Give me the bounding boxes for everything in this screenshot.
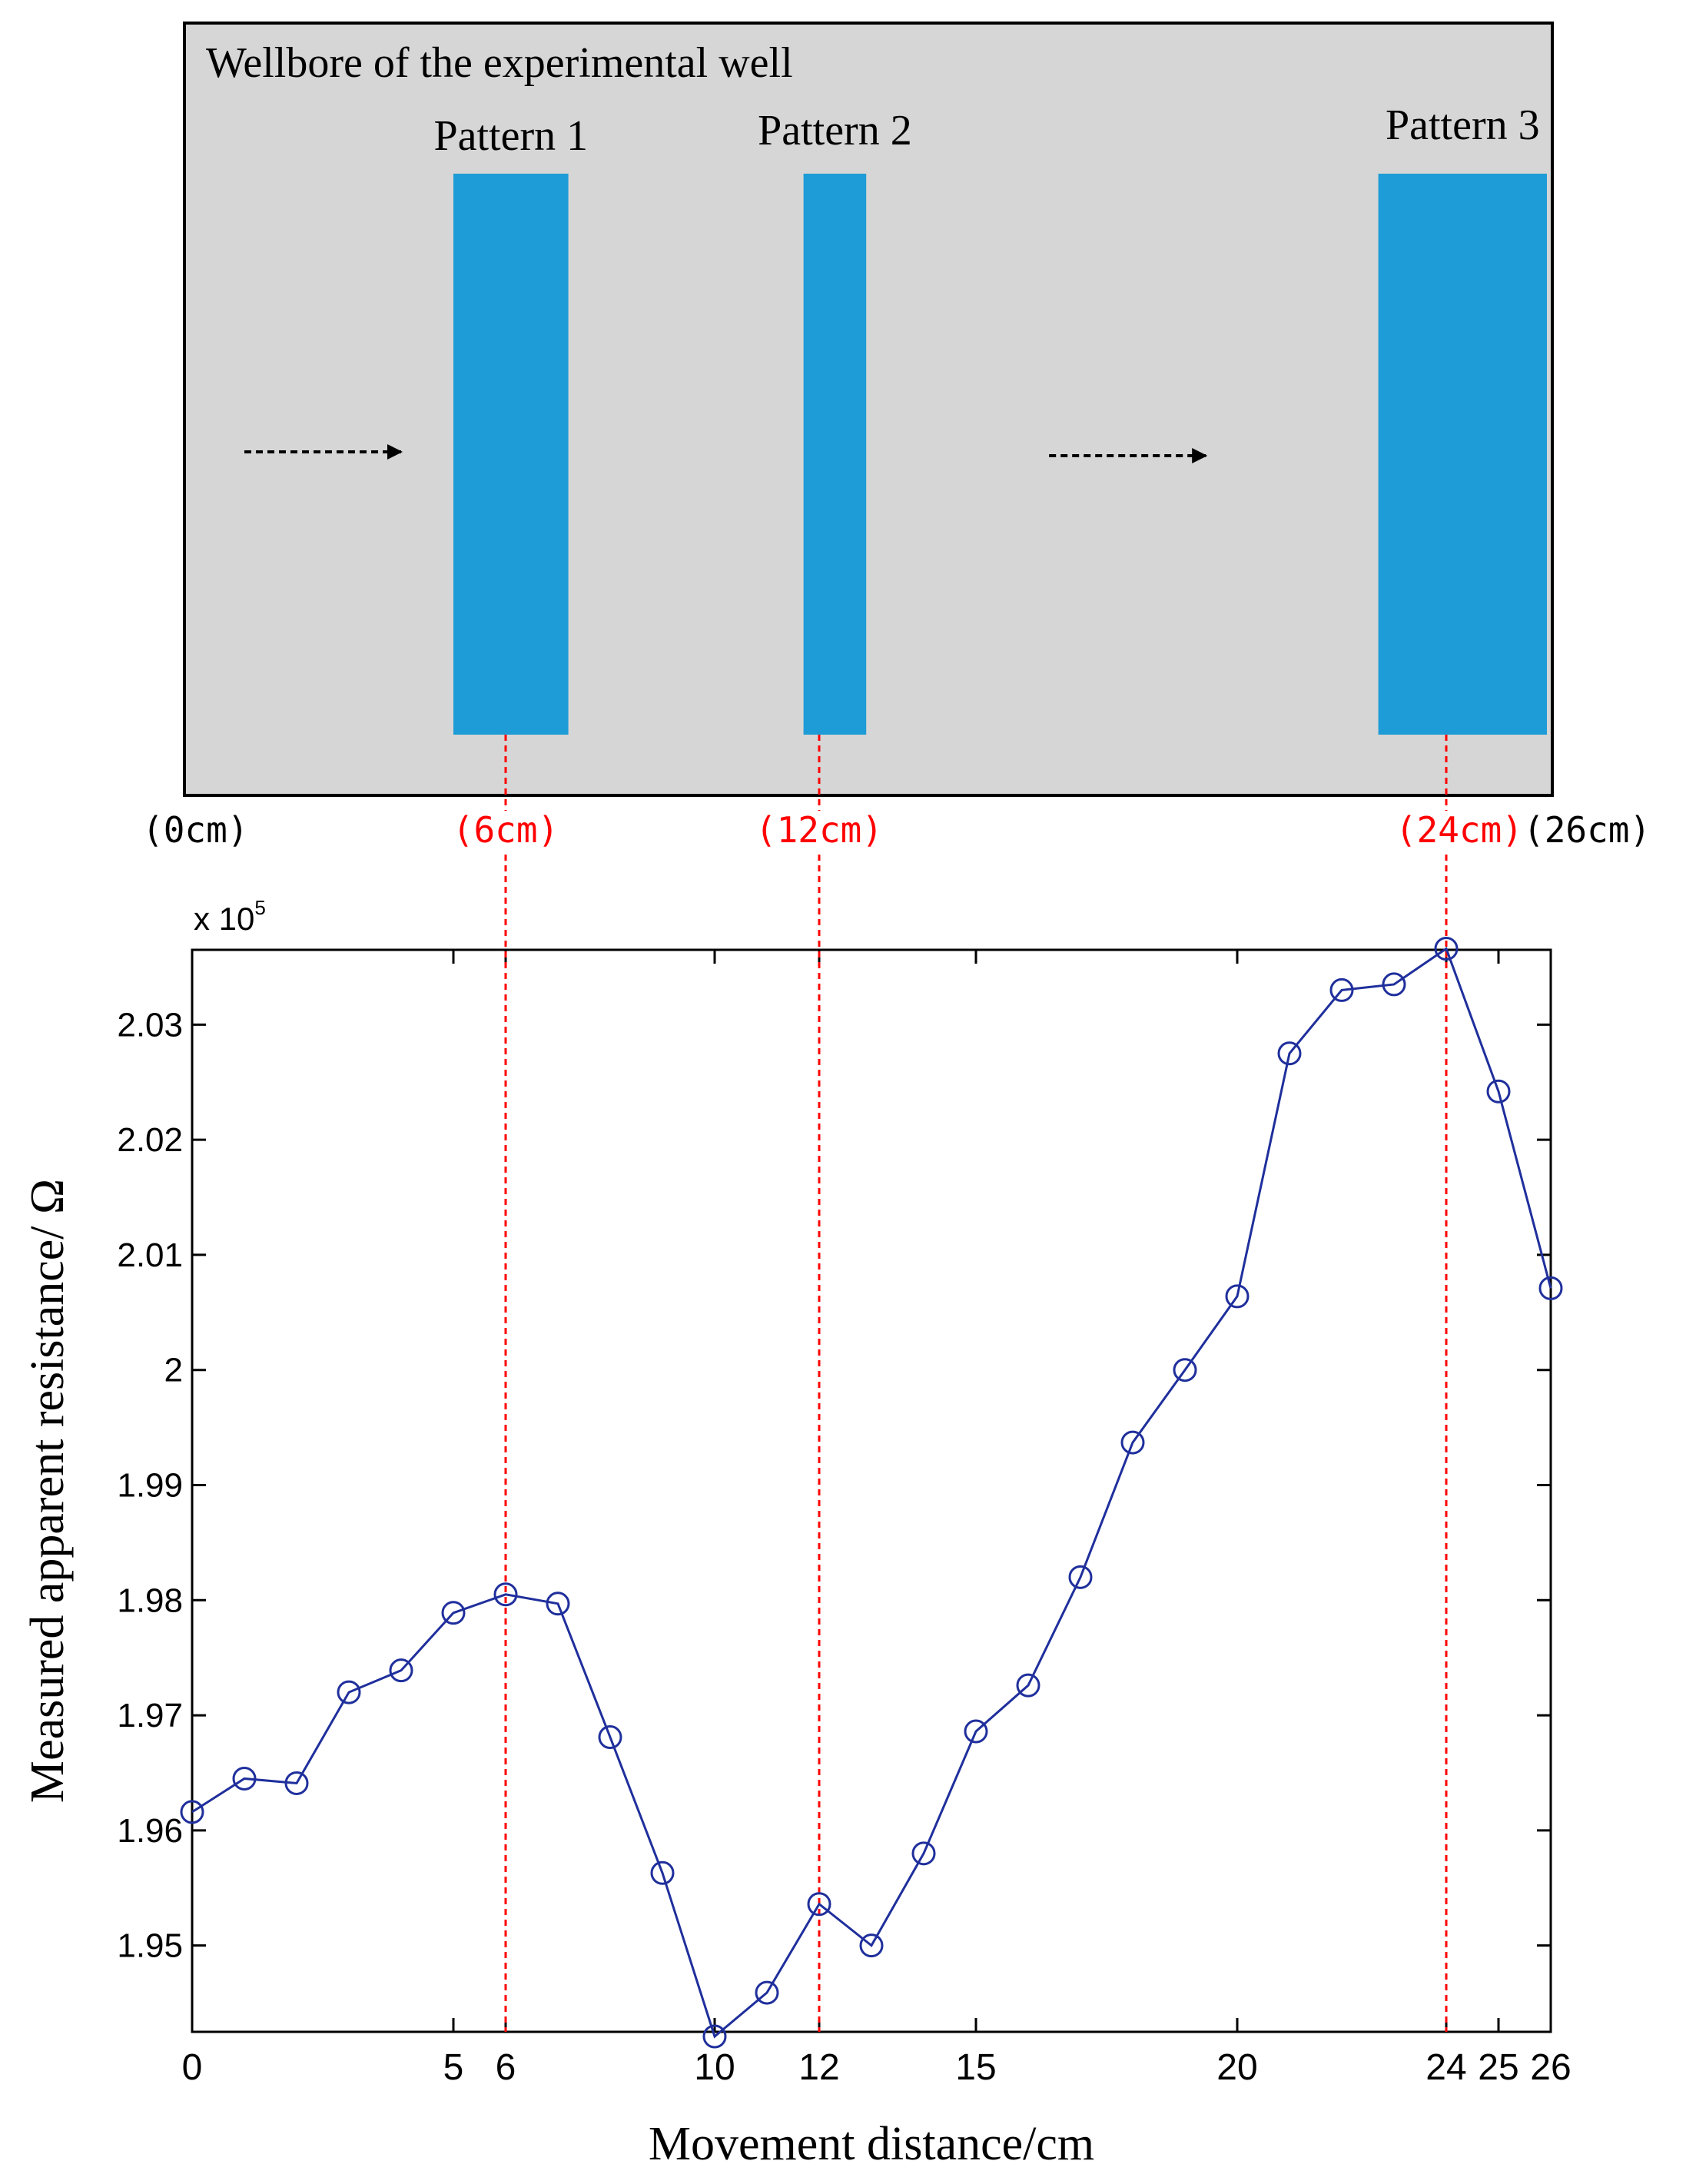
position-label-26cm: (26cm) bbox=[1523, 809, 1651, 851]
y-tick-label: 1.97 bbox=[117, 1697, 183, 1734]
guide-line-group bbox=[504, 735, 1448, 2032]
data-point bbox=[1068, 1565, 1093, 1589]
pattern-2-label: Pattern 2 bbox=[758, 107, 912, 154]
data-point bbox=[1382, 972, 1406, 997]
x-axis: 0 5 6 10 12 15 20 24 25 26 bbox=[182, 950, 1571, 2088]
data-point bbox=[389, 1658, 413, 1683]
position-label-6cm: (6cm) bbox=[453, 809, 559, 851]
data-point bbox=[441, 1601, 466, 1625]
pattern-1-block bbox=[453, 174, 569, 735]
arrow-group bbox=[244, 444, 1208, 463]
data-point bbox=[1173, 1358, 1197, 1382]
y-tick-label: 1.95 bbox=[117, 1927, 183, 1965]
pattern-3-label: Pattern 3 bbox=[1386, 101, 1540, 149]
x-tick-label: 25 bbox=[1478, 2047, 1518, 2088]
data-point bbox=[807, 1892, 831, 1917]
series-group bbox=[180, 937, 1563, 2049]
y-scale-exponent: 5 bbox=[254, 896, 265, 919]
y-tick-label: 2.02 bbox=[117, 1121, 183, 1159]
y-tick-label: 1.98 bbox=[117, 1582, 183, 1619]
data-point bbox=[1225, 1284, 1250, 1309]
y-scale-label: x 10 bbox=[194, 901, 254, 937]
data-point bbox=[1486, 1079, 1511, 1104]
x-tick-label: 10 bbox=[694, 2047, 735, 2088]
pattern-1-label: Pattern 1 bbox=[433, 112, 588, 160]
data-point bbox=[493, 1582, 518, 1607]
x-tick-label: 12 bbox=[798, 2047, 839, 2088]
pattern-3-block bbox=[1378, 174, 1547, 735]
data-point bbox=[1277, 1041, 1302, 1066]
y-tick-label: 1.99 bbox=[117, 1467, 183, 1505]
data-point bbox=[1538, 1276, 1563, 1300]
data-point bbox=[546, 1592, 570, 1616]
x-axis-label: Movement distance/cm bbox=[649, 2118, 1094, 2170]
x-tick-label: 5 bbox=[443, 2047, 464, 2088]
x-tick-label: 0 bbox=[182, 2047, 203, 2088]
wellbore-title: Wellbore of the experimental well bbox=[206, 39, 793, 87]
data-point bbox=[1016, 1673, 1040, 1698]
data-point bbox=[964, 1719, 988, 1744]
wellbore-box bbox=[183, 22, 1554, 797]
y-tick-label: 2.01 bbox=[117, 1236, 183, 1274]
y-axis-label: Measured apparent resistance/ Ω bbox=[22, 1179, 74, 1803]
pattern-2-block bbox=[803, 174, 867, 735]
data-point bbox=[337, 1680, 361, 1704]
x-tick-label: 24 bbox=[1425, 2047, 1466, 2088]
series-line bbox=[191, 947, 1552, 2039]
data-point bbox=[755, 1980, 779, 2005]
x-tick-label: 15 bbox=[955, 2047, 996, 2088]
data-point bbox=[232, 1766, 257, 1791]
pattern-group: Pattern 1 Pattern 2 Pattern 3 bbox=[433, 101, 1547, 735]
plot-frame bbox=[191, 948, 1552, 2033]
x-tick-label: 20 bbox=[1216, 2047, 1257, 2088]
data-point bbox=[180, 1800, 204, 1824]
x-tick-label: 6 bbox=[496, 2047, 516, 2088]
data-point bbox=[1120, 1430, 1145, 1455]
data-point bbox=[859, 1933, 884, 1958]
wellbore-diagram: Wellbore of the experimental well Patter… bbox=[142, 22, 1651, 851]
y-scale-multiplier: x 105 bbox=[194, 896, 266, 937]
position-label-0cm: (0cm) bbox=[142, 809, 248, 851]
y-axis: 1.95 1.96 1.97 1.98 1.99 2 2.01 2.02 2.03 bbox=[117, 1006, 1551, 1965]
data-point bbox=[284, 1771, 309, 1795]
y-tick-label: 2.03 bbox=[117, 1006, 183, 1044]
data-point bbox=[598, 1725, 622, 1750]
data-point bbox=[1434, 937, 1459, 961]
position-label-24cm: (24cm) bbox=[1396, 809, 1523, 851]
x-tick-label: 26 bbox=[1530, 2047, 1571, 2088]
position-label-group: (0cm) (6cm) (12cm) (24cm) (26cm) bbox=[142, 809, 1651, 851]
y-tick-label: 2 bbox=[164, 1352, 183, 1389]
data-point bbox=[1329, 977, 1354, 1002]
data-point bbox=[911, 1841, 936, 1866]
data-point bbox=[702, 2024, 727, 2049]
data-point bbox=[650, 1860, 675, 1885]
y-tick-label: 1.96 bbox=[117, 1812, 183, 1850]
position-label-12cm: (12cm) bbox=[755, 809, 883, 851]
